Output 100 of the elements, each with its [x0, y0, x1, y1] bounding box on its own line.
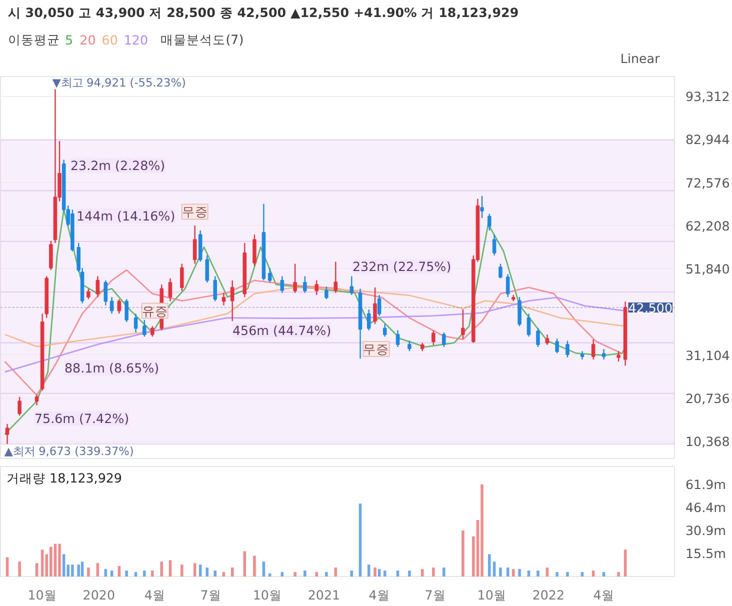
bar	[506, 568, 510, 576]
candlestick	[366, 308, 371, 331]
bar	[378, 569, 381, 576]
y-tick-label: 82,944	[686, 132, 730, 148]
bar	[396, 570, 400, 576]
y-tick-label: 30.9m	[686, 523, 726, 538]
bar	[383, 570, 386, 576]
bar	[62, 554, 66, 576]
chart-title: 거래량 18,123,929	[6, 470, 122, 486]
bar	[18, 562, 21, 576]
y-tick-label: 62,208	[686, 218, 730, 234]
bar	[488, 554, 491, 576]
x-tick-label: 10월	[252, 588, 282, 602]
x-tick-label: 4월	[144, 588, 166, 602]
bar	[315, 572, 318, 576]
bar	[617, 572, 620, 576]
bar	[358, 504, 362, 576]
ref-line-label: 42,500	[628, 300, 673, 316]
text: 20	[80, 32, 96, 48]
candlestick	[222, 292, 226, 306]
candlestick	[280, 276, 284, 294]
candlestick	[324, 286, 328, 300]
candlestick	[104, 280, 108, 306]
text: 매물분석도(7)	[160, 32, 244, 47]
bar	[408, 570, 411, 576]
x-tick-label: 10월	[28, 588, 57, 602]
y-tick-label: 15.5m	[686, 546, 726, 561]
candlestick	[205, 254, 210, 284]
candlestick	[373, 286, 377, 325]
bar	[87, 568, 90, 576]
bar	[80, 562, 84, 576]
bar	[230, 568, 234, 576]
candlestick	[213, 276, 218, 302]
candlestick	[461, 308, 465, 340]
candlestick	[150, 326, 154, 338]
bar	[54, 544, 57, 576]
candlestick	[192, 224, 197, 264]
text: 120	[124, 32, 148, 48]
bar	[442, 568, 446, 576]
annotation: ▲최저 9,673 (339.37%)	[4, 444, 134, 458]
bar	[198, 564, 202, 576]
x-tick-label: 2021	[308, 588, 340, 602]
candlestick	[518, 296, 522, 327]
annotation: 무증	[363, 342, 390, 357]
bar	[143, 570, 146, 576]
bar	[367, 564, 370, 576]
bar	[268, 574, 272, 576]
bar	[566, 572, 569, 576]
candlestick	[408, 340, 412, 352]
bar	[280, 572, 284, 576]
annotation: 무증	[182, 204, 208, 220]
candlestick	[117, 298, 122, 314]
band-label: 456m (44.74%)	[232, 323, 332, 338]
bar	[420, 569, 424, 576]
bar	[125, 570, 128, 576]
text: 5	[64, 32, 74, 48]
candlestick	[602, 348, 606, 360]
candlestick	[382, 323, 387, 338]
bar	[536, 570, 540, 576]
y-tick-label: 61.9m	[686, 476, 726, 492]
bar	[104, 569, 108, 576]
legend-title: 이동평균	[8, 32, 60, 47]
bar	[602, 572, 606, 576]
candlestick	[134, 313, 138, 334]
bar	[222, 572, 226, 576]
candlestick	[49, 240, 53, 271]
bar	[214, 570, 217, 576]
candlestick	[536, 328, 540, 348]
y-tick-label: 72,576	[686, 175, 730, 190]
text: 60	[102, 32, 118, 48]
candlestick	[480, 195, 484, 219]
x-tick-label: 4월	[368, 588, 390, 602]
bar	[206, 568, 209, 576]
candlestick	[18, 396, 22, 416]
candlestick	[293, 263, 297, 294]
candlestick	[377, 294, 382, 316]
annotation: ▼최고 94,921 (-55.23%)	[52, 75, 186, 90]
bar	[492, 562, 496, 576]
candlestick	[252, 234, 256, 266]
bar	[6, 557, 9, 576]
bar	[71, 564, 74, 576]
bar	[518, 569, 521, 576]
candlestick	[86, 288, 90, 300]
candlestick	[396, 330, 400, 348]
bar	[134, 572, 138, 576]
bar	[480, 484, 484, 576]
bar	[253, 556, 256, 576]
bar	[168, 560, 172, 576]
band-label: 88.1m (8.65%)	[64, 360, 160, 376]
bar	[512, 569, 515, 576]
bar	[592, 570, 595, 576]
x-tick-label: 10월	[477, 588, 506, 602]
candlestick	[545, 334, 550, 346]
band-label: 232m (22.75%)	[352, 259, 452, 274]
x-tick-label: 2020	[82, 588, 116, 602]
bar	[325, 572, 328, 576]
candlestick	[124, 298, 128, 323]
band-label: 23.2m (2.28%)	[70, 158, 166, 173]
candlestick	[432, 330, 436, 346]
y-tick-label: 31,104	[686, 348, 730, 363]
